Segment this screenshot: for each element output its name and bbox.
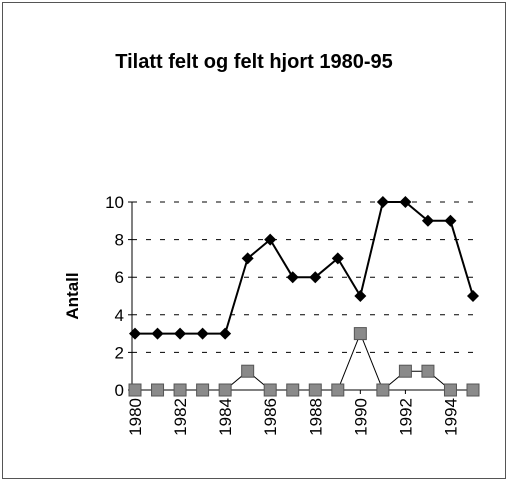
point xyxy=(353,327,367,341)
point xyxy=(151,383,165,397)
x-tick-label: 1990 xyxy=(351,398,370,436)
point xyxy=(286,383,300,397)
x-tick-label: 1982 xyxy=(171,398,190,436)
point xyxy=(309,271,322,284)
x-tick-label: 1980 xyxy=(126,398,145,436)
point xyxy=(421,214,434,227)
point xyxy=(354,290,367,302)
point xyxy=(444,214,457,227)
point xyxy=(398,364,412,378)
x-tick-label: 1984 xyxy=(216,398,235,436)
point xyxy=(129,327,141,340)
point xyxy=(331,383,345,397)
point xyxy=(421,364,435,378)
point xyxy=(443,383,457,397)
point xyxy=(263,383,277,397)
point xyxy=(174,327,187,340)
point xyxy=(264,233,277,246)
point xyxy=(308,383,322,397)
x-tick-label: 1994 xyxy=(441,398,460,436)
point xyxy=(128,383,142,397)
x-tick-label: 1986 xyxy=(261,398,280,436)
y-tick-label: 10 xyxy=(105,193,124,212)
point xyxy=(241,364,255,378)
chart-title: Tilatt felt og felt hjort 1980-95 xyxy=(115,51,392,73)
point xyxy=(466,383,480,397)
x-tick-label: 1992 xyxy=(396,398,415,436)
point xyxy=(331,252,344,265)
point xyxy=(219,327,232,340)
point xyxy=(286,271,299,284)
point xyxy=(173,383,187,397)
y-tick-label: 2 xyxy=(115,343,124,362)
point xyxy=(376,196,389,208)
y-tick-label: 4 xyxy=(115,306,124,325)
point xyxy=(376,383,390,397)
point xyxy=(467,290,479,302)
point xyxy=(196,383,210,397)
point xyxy=(241,252,254,265)
y-axis-label: Antall xyxy=(63,272,82,319)
x-tick-label: 1988 xyxy=(306,398,325,436)
series-line xyxy=(135,201,474,335)
point xyxy=(151,327,164,340)
y-tick-label: 0 xyxy=(115,381,124,400)
series-line xyxy=(135,332,473,391)
point xyxy=(399,196,412,208)
y-tick-label: 6 xyxy=(115,268,124,287)
point xyxy=(196,327,209,340)
point xyxy=(218,383,232,397)
y-tick-label: 8 xyxy=(115,231,124,250)
